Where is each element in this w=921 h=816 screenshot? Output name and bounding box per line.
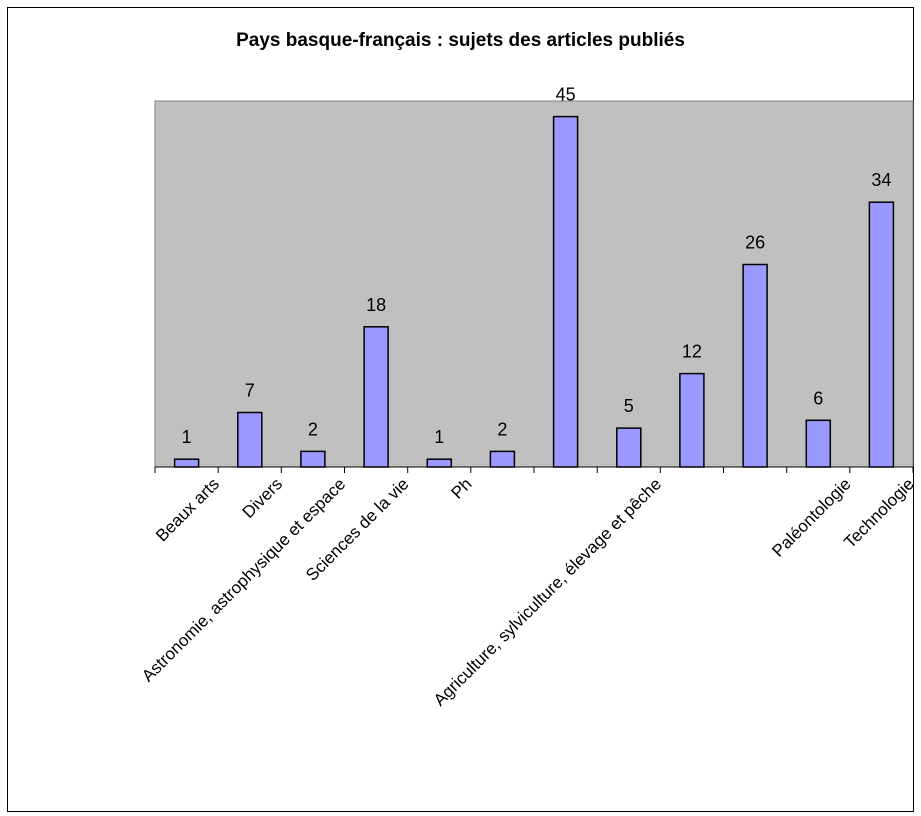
bar [173,458,200,468]
data-label: 1 [434,427,444,447]
bar [300,450,326,468]
data-label: 2 [497,419,507,439]
bar [426,458,453,468]
data-label: 18 [366,295,386,315]
bar [679,372,705,468]
plot-area [154,100,914,468]
bar [552,115,579,468]
data-label: 6 [813,388,823,408]
data-label: 12 [682,342,702,362]
bar [616,427,642,468]
x-tick-label: Paléontologie [768,474,854,560]
bar [237,411,263,468]
bar [868,201,895,468]
data-label: 1 [182,427,192,447]
bar [805,419,832,468]
data-label: 34 [871,170,891,190]
data-label: 45 [556,85,576,105]
x-tick-label: Divers [239,474,286,521]
bar [742,263,768,468]
data-label: 2 [308,419,318,439]
x-tick-label: Ph [447,474,475,502]
bar [363,326,389,468]
x-tick-label: Beaux arts [152,474,223,545]
chart-title: Pays basque-français : sujets des articl… [236,30,685,51]
data-label: 5 [624,396,634,416]
data-label: 7 [245,381,255,401]
x-tick-label: Agriculture, sylviculture, élevage et pê… [430,474,665,709]
bar [489,450,516,468]
data-label: 26 [745,233,765,253]
